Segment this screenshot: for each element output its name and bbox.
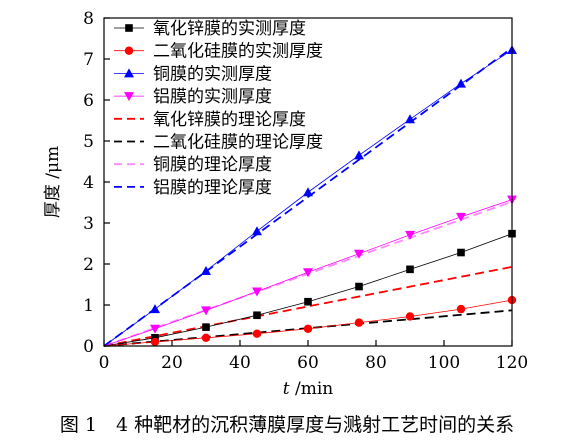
data-point-square [202, 323, 210, 331]
data-point-triangle-up [303, 187, 313, 197]
data-point-circle [303, 324, 313, 333]
data-point-triangle-up [456, 78, 466, 88]
data-point-triangle-down [354, 249, 364, 259]
x-tick-label: 0 [99, 353, 110, 373]
plot-markers [150, 44, 517, 347]
axis-ticks: 0 20 40 60 80 100 120 0 1 2 3 4 5 6 7 8 [83, 9, 528, 373]
legend-label: 铝膜的理论厚度 [153, 178, 272, 198]
x-axis-label: t /min [283, 379, 334, 399]
legend-item: 氧化锌膜的理论厚度 [114, 110, 306, 130]
legend-label: 氧化锌膜的实测厚度 [153, 19, 306, 39]
legend-label: 铜膜的理论厚度 [153, 155, 272, 175]
legend: 氧化锌膜的实测厚度二氧化硅膜的实测厚度铜膜的实测厚度铝膜的实测厚度氧化锌膜的理论… [114, 19, 323, 198]
x-tick-label: 60 [297, 353, 319, 373]
data-point-circle [252, 329, 262, 338]
legend-label: 二氧化硅膜的实测厚度 [153, 42, 323, 62]
legend-item: 二氧化硅膜的理论厚度 [114, 133, 323, 153]
data-point-triangle-up [201, 265, 211, 275]
data-point-circle [201, 333, 211, 342]
data-point-triangle-up [150, 304, 160, 314]
y-tick-label: 7 [83, 50, 94, 70]
legend-item: 氧化锌膜的实测厚度 [114, 19, 306, 39]
data-point-circle [456, 304, 466, 314]
data-point-circle [150, 337, 160, 347]
data-point-triangle-down [252, 287, 262, 297]
x-tick-label: 80 [365, 353, 387, 373]
theory-line [103, 265, 513, 347]
data-point-square [253, 311, 261, 320]
data-point-triangle-down [201, 306, 211, 316]
legend-label: 铜膜的实测厚度 [153, 64, 272, 84]
data-point-square [304, 297, 312, 306]
data-point-triangle-down [456, 212, 466, 222]
y-tick-label: 4 [83, 173, 94, 193]
y-tick-label: 1 [83, 296, 94, 316]
data-point-circle [354, 318, 364, 327]
data-point-triangle-down [150, 324, 160, 334]
legend-label: 二氧化硅膜的理论厚度 [153, 133, 323, 153]
y-tick-label: 8 [83, 9, 94, 29]
x-axis-label-variable: t [283, 379, 290, 399]
x-tick-label: 20 [161, 353, 183, 373]
measured-line [103, 299, 513, 347]
data-point-triangle-down [303, 268, 313, 278]
y-axis-label: 厚度 /μm [43, 146, 63, 218]
data-point-circle [405, 312, 415, 321]
data-point-triangle-up [252, 226, 262, 236]
y-tick-label: 2 [83, 255, 94, 275]
x-tick-label: 120 [496, 353, 528, 373]
y-tick-label: 3 [83, 214, 94, 234]
legend-label: 铝膜的实测厚度 [153, 87, 272, 107]
legend-item: 二氧化硅膜的实测厚度 [114, 42, 323, 62]
data-point-square [457, 248, 465, 257]
data-point-triangle-down [405, 230, 415, 240]
legend-item: 铝膜的理论厚度 [114, 178, 272, 198]
x-axis-label-unit: /min [290, 379, 334, 399]
legend-item: 铜膜的理论厚度 [114, 155, 272, 175]
data-point-circle [124, 46, 134, 55]
chart: 0 20 40 60 80 100 120 0 1 2 3 4 5 6 7 8 氧化锌膜的实测厚度二氧化硅膜的… [43, 9, 528, 399]
data-point-triangle-down [124, 92, 134, 102]
data-point-square [125, 24, 133, 32]
y-tick-label: 0 [83, 337, 94, 357]
data-point-triangle-up [405, 114, 415, 124]
data-point-square [355, 282, 363, 291]
data-point-triangle-up [354, 150, 364, 160]
x-tick-label: 40 [229, 353, 251, 373]
data-point-square [406, 265, 414, 274]
legend-item: 铜膜的实测厚度 [114, 64, 272, 84]
y-tick-label: 5 [83, 132, 94, 152]
data-point-triangle-up [124, 68, 134, 78]
y-tick-label: 6 [83, 91, 94, 111]
x-tick-label: 100 [428, 353, 460, 373]
legend-item: 铝膜的实测厚度 [114, 87, 272, 107]
figure-caption: 图 1 4 种靶材的沉积薄膜厚度与溅射工艺时间的关系 [59, 414, 515, 436]
legend-label: 氧化锌膜的理论厚度 [153, 110, 306, 130]
